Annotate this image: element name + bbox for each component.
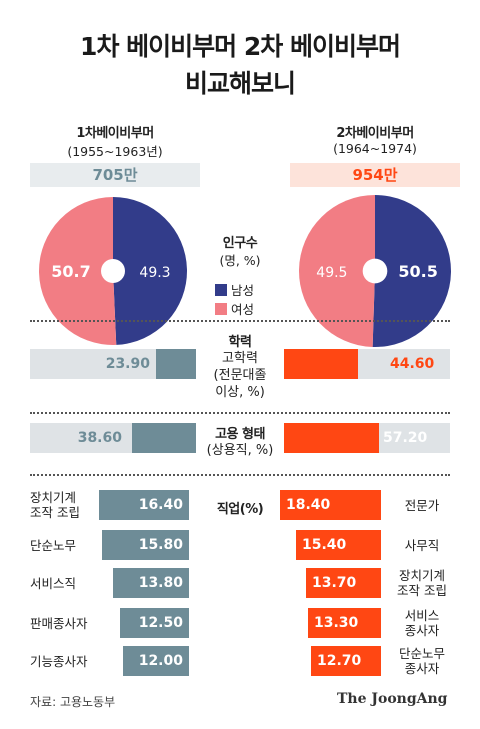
occupation-gen1-category: 서비스직 xyxy=(30,575,77,591)
occupation-gen2-category-line: 조작 조립 xyxy=(397,583,447,598)
pie-label-male: 50.5 xyxy=(398,262,437,281)
occupation-title: 직업(%) xyxy=(216,502,264,517)
pie-chart-gen2: 50.5 49.5 xyxy=(299,195,452,347)
occupation-gen1-category-line: 조작 조립 xyxy=(30,505,80,520)
gen1-years: (1955~1963년) xyxy=(67,144,163,159)
education-gen2-value: 44.60 xyxy=(390,356,435,372)
occupation-gen2-category-line: 종사자 xyxy=(404,623,440,638)
gen2-years: (1964~1974) xyxy=(333,141,417,156)
population-label-unit: (명, %) xyxy=(219,253,261,268)
legend-female-label: 여성 xyxy=(231,302,255,317)
legend-male-swatch xyxy=(215,283,227,296)
occupation-gen1-category: 기능종사자 xyxy=(30,653,88,669)
pie-slice-female xyxy=(39,197,117,345)
occupation-gen2-category-line: 단순노무 xyxy=(398,646,445,661)
employment-title: 고용 형태 xyxy=(215,427,265,442)
pie-label-male: 49.3 xyxy=(139,265,170,281)
occupation-gen1-bar xyxy=(123,646,189,676)
education-gen2-bar xyxy=(284,349,358,379)
occupation-gen2-value: 18.40 xyxy=(286,497,331,513)
pie-label-female: 50.7 xyxy=(51,262,90,281)
employment-gen1-bar xyxy=(132,423,196,453)
divider xyxy=(30,412,450,414)
legend-female-swatch xyxy=(215,302,227,315)
occupation-gen1-category: 판매종사자 xyxy=(30,615,88,631)
occupation-gen2-category-line: 종사자 xyxy=(404,661,440,676)
occupation-gen1-value: 15.80 xyxy=(138,537,183,553)
occupation-gen2-value: 13.70 xyxy=(312,575,357,591)
occupation-gen1-value: 12.00 xyxy=(138,653,183,669)
legend-male: 남성 xyxy=(215,279,254,299)
education-desc-line: 고학력 xyxy=(222,351,258,366)
employment-gen2-value: 57.20 xyxy=(383,430,428,446)
pie-center-hole xyxy=(101,259,125,283)
occupation-gen2-bar xyxy=(311,646,381,676)
occupation-gen1-value: 13.80 xyxy=(138,575,183,591)
education-desc-line: (전문대졸 xyxy=(213,368,267,383)
occupation-gen2-category-line: 전문가 xyxy=(404,497,440,513)
occupation-gen1-bar xyxy=(99,490,189,520)
occupation-gen2-value: 12.70 xyxy=(317,653,362,669)
gen2-name: 2차베이비부머 xyxy=(336,126,414,141)
employment-desc: (상용직, %) xyxy=(206,443,274,458)
population-label-title: 인구수 xyxy=(222,236,258,251)
pie-slice-male xyxy=(113,197,188,345)
employment-gen1-value: 38.60 xyxy=(77,430,122,446)
occupation-gen2-bar xyxy=(306,568,381,598)
occupation-gen2-category: 단순노무 종사자 xyxy=(390,646,454,676)
source-note: 자료: 고용노동부 xyxy=(30,695,116,709)
occupation-gen1-value: 16.40 xyxy=(138,497,183,513)
legend-male-label: 남성 xyxy=(231,283,255,298)
legend-female: 여성 xyxy=(215,298,254,318)
pie-center-hole xyxy=(362,258,388,284)
occupation-gen2-category: 전문가 xyxy=(390,490,454,520)
occupation-gen2-bar xyxy=(308,608,381,638)
education-gen1-bar xyxy=(156,349,196,379)
occupation-gen1-category: 장치기계 조작 조립 xyxy=(30,490,100,520)
occupation-gen2-value: 13.30 xyxy=(314,615,359,631)
pie-slice-male xyxy=(372,195,452,347)
title-line-2: 비교해보니 xyxy=(184,69,296,98)
gen2-population: 954만 xyxy=(290,163,460,187)
gen1-name: 1차베이비부머 xyxy=(76,126,154,141)
occupation-gen2-bar xyxy=(280,490,381,520)
title-line-1: 1차 베이비부머 2차 베이비부머 xyxy=(80,32,401,61)
pie-label-female: 49.5 xyxy=(316,265,347,281)
occupation-gen1-bar xyxy=(113,568,189,598)
gen1-population: 705만 xyxy=(30,163,200,187)
occupation-gen2-category-line: 장치기계 xyxy=(398,568,445,583)
education-gen1-value: 23.90 xyxy=(105,356,150,372)
joongang-logo: The JoongAng xyxy=(337,691,448,707)
occupation-gen1-bar xyxy=(120,608,189,638)
education-desc: 고학력 (전문대졸 이상, %) xyxy=(195,350,285,401)
occupation-gen2-category-line: 사무직 xyxy=(404,537,440,553)
education-title: 학력 xyxy=(228,335,252,350)
occupation-gen2-category: 장치기계 조작 조립 xyxy=(390,568,454,598)
divider xyxy=(30,320,450,322)
occupation-gen1-value: 12.50 xyxy=(138,615,183,631)
pie-chart-gen1: 49.3 50.7 xyxy=(39,197,188,345)
occupation-gen2-bar xyxy=(296,530,381,560)
occupation-gen1-bar xyxy=(102,530,189,560)
occupation-gen2-value: 15.40 xyxy=(302,537,347,553)
occupation-gen2-category: 사무직 xyxy=(390,530,454,560)
divider xyxy=(30,474,450,476)
occupation-gen2-category: 서비스 종사자 xyxy=(390,608,454,638)
occupation-gen1-category-line: 장치기계 xyxy=(30,490,77,505)
education-desc-line: 이상, %) xyxy=(215,385,265,400)
employment-gen2-bar xyxy=(284,423,379,453)
occupation-gen1-category: 단순노무 xyxy=(30,537,77,553)
pie-slice-female xyxy=(299,195,375,347)
occupation-gen2-category-line: 서비스 xyxy=(404,608,440,623)
